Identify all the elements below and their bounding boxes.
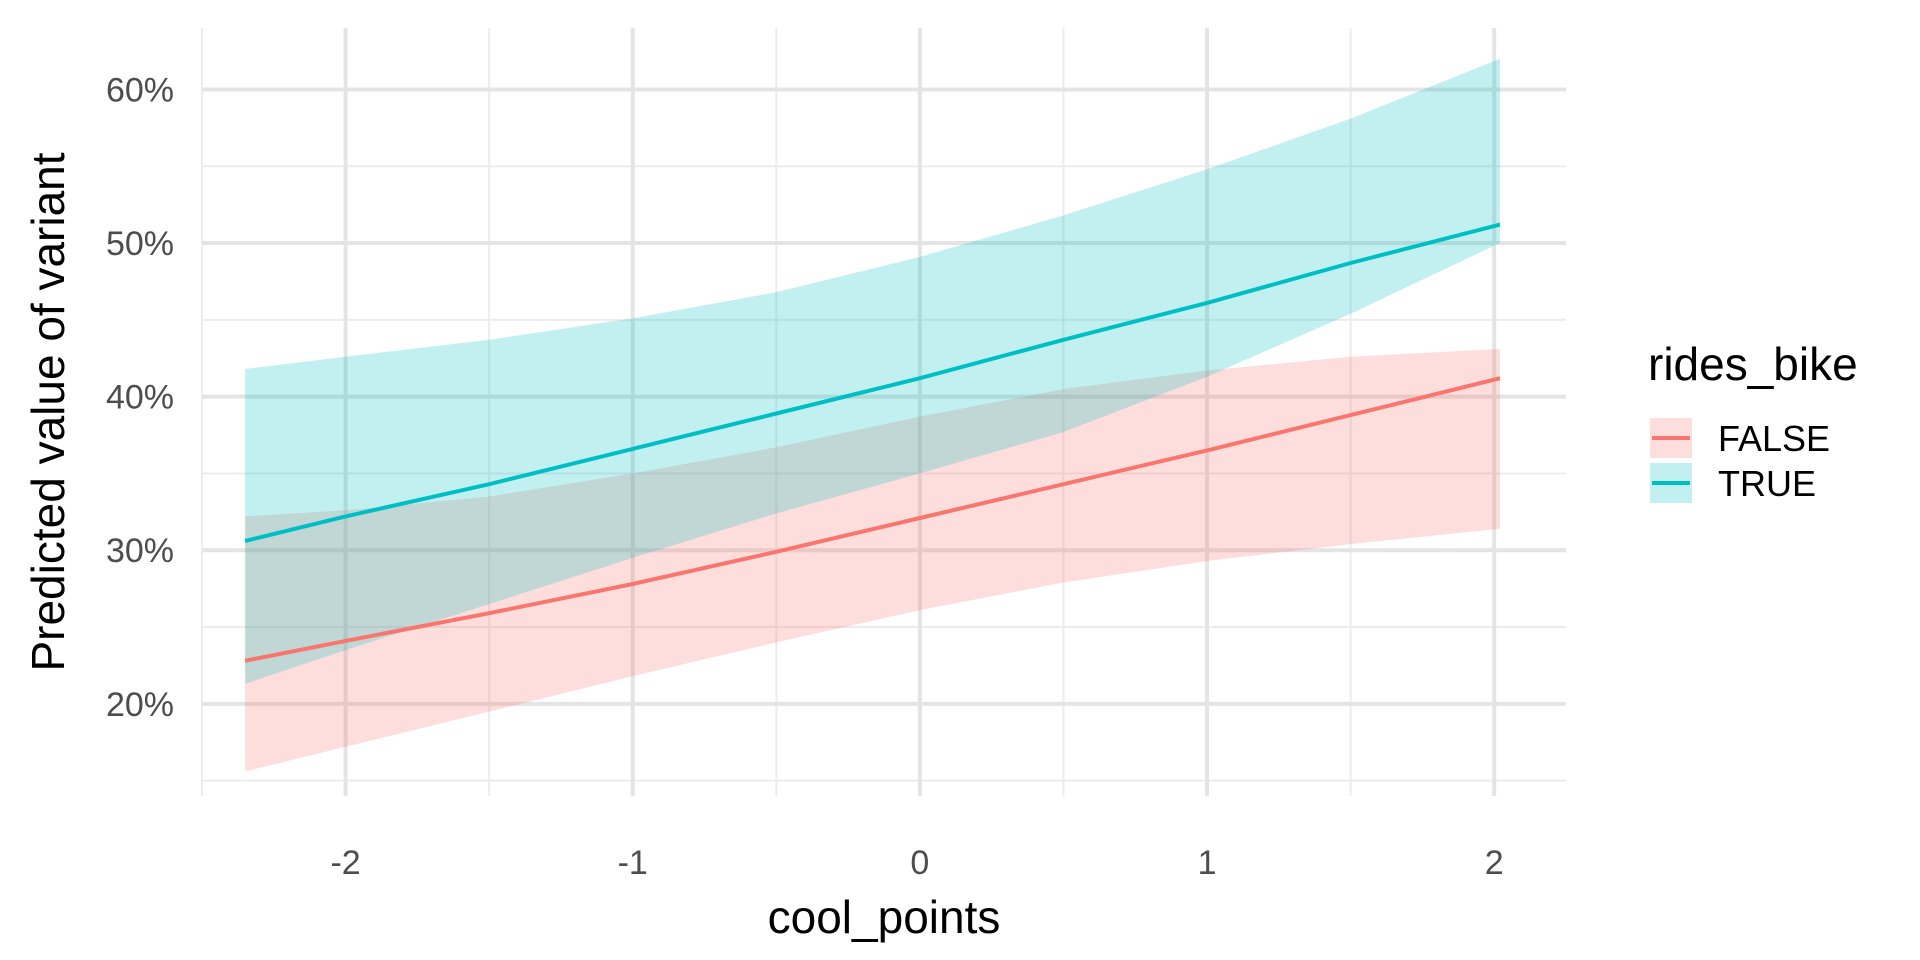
y-tick-label: 40% [106,379,174,417]
grid-minor [201,28,1566,796]
ribbon-true [245,58,1501,684]
y-axis-title: Predicted value of variant [22,152,74,671]
line-true [244,222,1501,543]
x-tick-label: 1 [1198,844,1217,882]
y-tick-labels: 20% 30% 40% 50% 60% [106,71,174,723]
legend-label: TRUE [1718,463,1816,504]
y-tick-label: 20% [106,686,174,724]
x-tick-label: -2 [330,844,360,882]
y-tick-label: 60% [106,71,174,109]
series-lines [244,222,1501,663]
x-tick-labels: -2 -1 0 1 2 [330,844,1503,882]
legend-label: FALSE [1718,418,1830,459]
grid-major [202,28,1566,796]
legend-item-true: TRUE [1650,463,1816,504]
y-tick-label: 30% [106,532,174,570]
y-tick-label: 50% [106,225,174,263]
x-tick-label: 2 [1485,844,1504,882]
x-tick-label: -1 [618,844,648,882]
legend-item-false: FALSE [1650,418,1830,459]
x-tick-label: 0 [910,844,929,882]
legend-title: rides_bike [1648,338,1858,390]
x-axis-title: cool_points [768,891,1001,943]
line-false [244,376,1501,663]
